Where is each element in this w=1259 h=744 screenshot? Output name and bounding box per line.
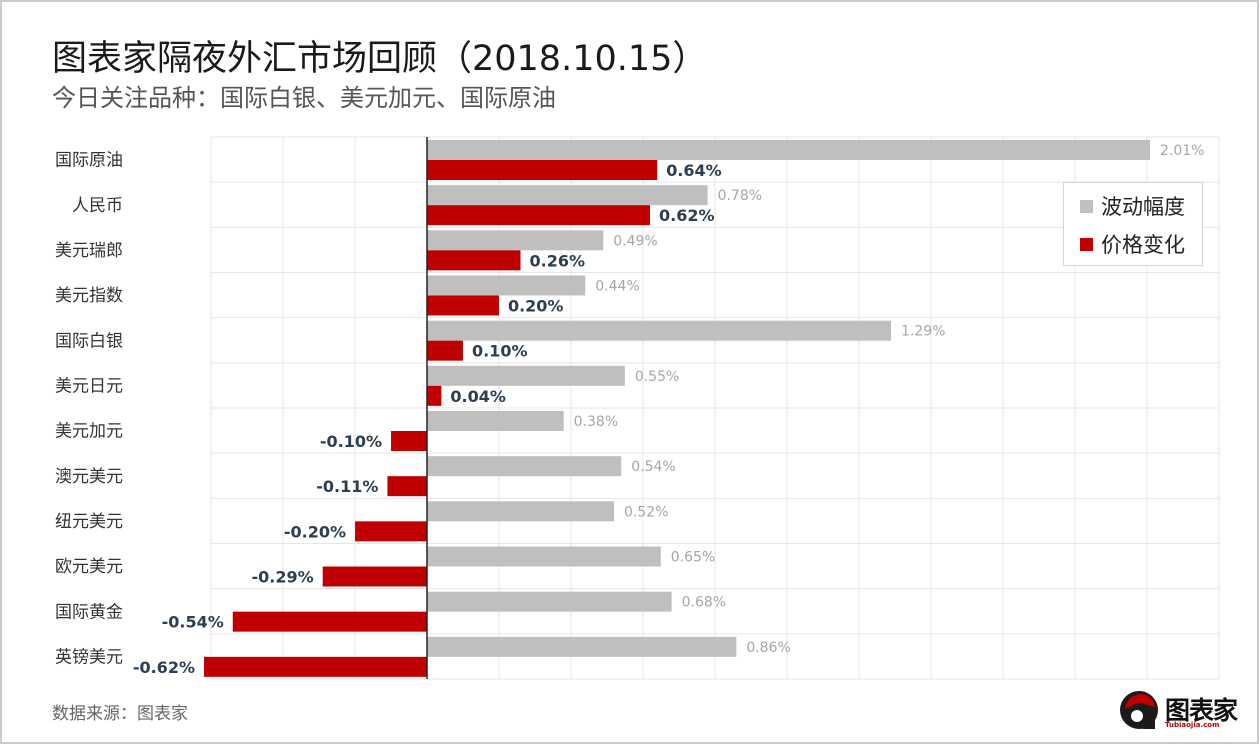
price-change-value-label: -0.54% — [162, 613, 224, 632]
volatility-value-label: 0.55% — [635, 369, 679, 385]
volatility-bar — [427, 230, 604, 251]
price-change-value-label: -0.20% — [284, 522, 346, 541]
price-change-bar — [427, 205, 651, 226]
category-label: 美元瑞郎 — [55, 241, 123, 261]
volatility-value-label: 1.29% — [901, 324, 945, 340]
page-subtitle: 今日关注品种：国际白银、美元加元、国际原油 — [52, 84, 556, 112]
legend-swatch-price-change — [1080, 237, 1093, 251]
volatility-value-label: 0.86% — [746, 640, 790, 656]
price-change-value-label: 0.64% — [666, 161, 722, 180]
category-label: 美元指数 — [55, 286, 123, 306]
legend-item-volatility: 波动幅度 — [1080, 191, 1185, 221]
price-change-bar — [387, 476, 427, 497]
price-change-bar — [232, 611, 427, 632]
price-change-bar — [427, 160, 658, 180]
volatility-value-label: 0.65% — [671, 550, 715, 566]
volatility-bar — [427, 546, 661, 567]
price-change-bar — [355, 521, 427, 542]
price-change-bar — [427, 250, 521, 271]
category-label: 英镑美元 — [55, 647, 123, 667]
volatility-value-label: 0.54% — [631, 459, 675, 475]
price-change-value-label: 0.20% — [508, 297, 564, 316]
price-change-value-label: 0.62% — [659, 206, 715, 225]
price-change-bar — [322, 566, 427, 587]
category-label: 美元日元 — [55, 376, 123, 396]
price-change-value-label: -0.11% — [316, 477, 378, 496]
volatility-bar — [427, 140, 1150, 160]
volatility-bar — [427, 501, 615, 522]
price-change-value-label: -0.10% — [320, 432, 382, 451]
volatility-bar — [427, 185, 708, 206]
legend-label-volatility: 波动幅度 — [1101, 195, 1185, 219]
category-label: 国际原油 — [55, 151, 123, 171]
category-label: 美元加元 — [55, 422, 123, 442]
volatility-bar — [427, 636, 737, 657]
volatility-value-label: 2.01% — [1160, 143, 1204, 159]
category-label: 澳元美元 — [55, 467, 123, 487]
volatility-bar — [427, 320, 892, 341]
volatility-bar — [427, 456, 622, 477]
category-label: 欧元美元 — [55, 557, 123, 577]
price-change-value-label: -0.62% — [133, 658, 195, 677]
legend-swatch-volatility — [1080, 199, 1093, 213]
category-label: 国际黄金 — [55, 602, 123, 622]
logo-url: Tubiaojia.com — [1165, 721, 1220, 729]
volatility-value-label: 0.52% — [624, 504, 668, 520]
logo-head-icon — [1120, 691, 1158, 729]
category-label: 纽元美元 — [55, 512, 123, 532]
volatility-value-label: 0.44% — [595, 279, 639, 295]
volatility-value-label: 0.78% — [718, 188, 762, 204]
chart-legend: 波动幅度 价格变化 — [1063, 182, 1203, 266]
data-source-note: 数据来源：图表家 — [52, 704, 188, 724]
price-change-value-label: 0.26% — [530, 251, 586, 270]
price-change-bar — [391, 431, 427, 451]
legend-label-price-change: 价格变化 — [1101, 233, 1185, 257]
logo-text: 图表家 — [1165, 696, 1238, 725]
price-change-value-label: 0.10% — [472, 342, 528, 361]
volatility-bar — [427, 591, 672, 612]
category-label: 人民币 — [72, 196, 123, 216]
volatility-bar — [427, 365, 625, 386]
price-change-bar — [203, 656, 427, 677]
price-change-bar — [427, 340, 463, 361]
price-change-value-label: 0.04% — [450, 387, 506, 406]
page-title: 图表家隔夜外汇市场回顾（2018.10.15） — [52, 39, 708, 79]
volatility-value-label: 0.38% — [574, 414, 618, 430]
brand-logo: 图表家 Tubiaojia.com — [1117, 688, 1243, 734]
price-change-bar — [427, 295, 499, 316]
volatility-value-label: 0.49% — [613, 233, 657, 249]
price-change-value-label: -0.29% — [252, 568, 314, 587]
volatility-bar — [427, 275, 586, 296]
volatility-value-label: 0.68% — [682, 595, 726, 611]
price-change-bar — [427, 385, 442, 406]
volatility-bar — [427, 411, 564, 431]
legend-item-price-change: 价格变化 — [1080, 229, 1185, 259]
category-label: 国际白银 — [55, 331, 123, 351]
